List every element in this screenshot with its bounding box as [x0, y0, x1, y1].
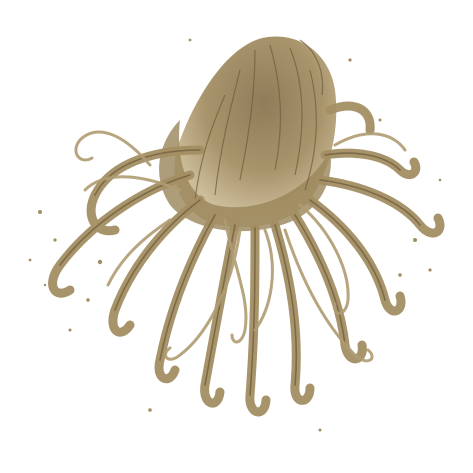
creature-tentacles	[48, 101, 445, 417]
ink-specks	[28, 38, 442, 432]
